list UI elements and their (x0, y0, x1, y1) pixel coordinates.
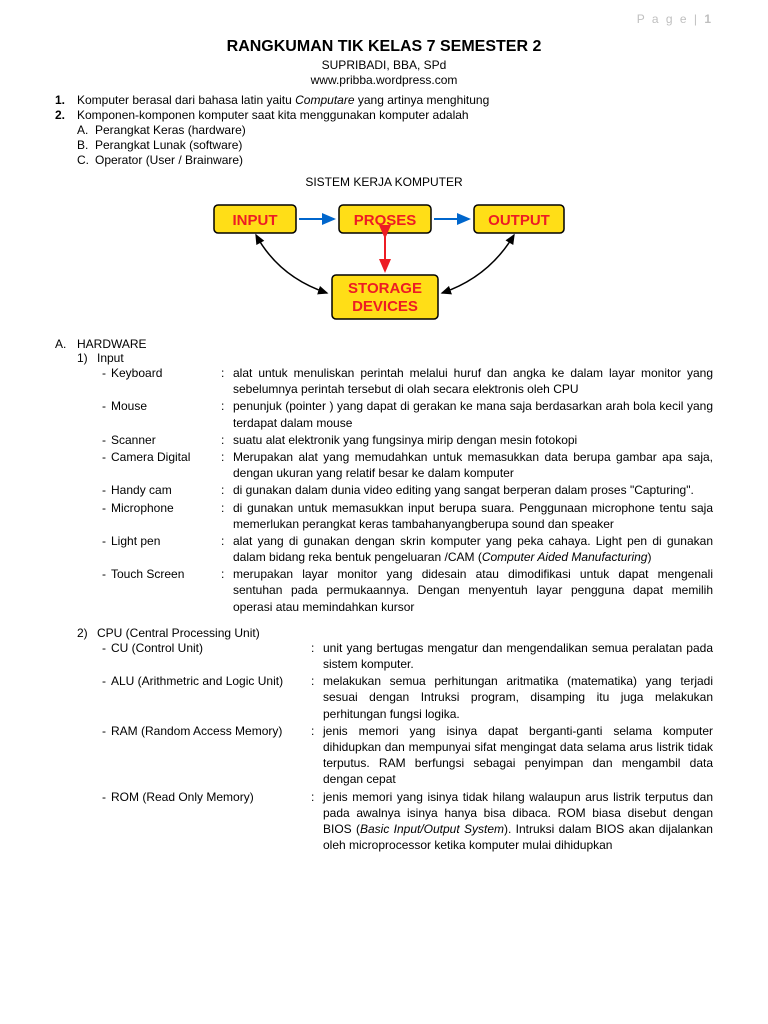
term: Camera Digital (111, 449, 221, 481)
term: CU (Control Unit) (111, 640, 311, 672)
definition-row: - Touch Screen : merupakan layar monitor… (55, 566, 713, 615)
input-definitions: -Keyboard:alat untuk menuliskan perintah… (55, 365, 713, 532)
document-title: RANGKUMAN TIK KELAS 7 SEMESTER 2 (55, 38, 713, 56)
description: alat yang di gunakan dengan skrin komput… (233, 533, 713, 565)
description: jenis memori yang isinya tidak hilang wa… (323, 789, 713, 854)
list-item-1: 1. Komputer berasal dari bahasa latin ya… (55, 93, 713, 107)
description: Merupakan alat yang memudahkan untuk mem… (233, 449, 713, 481)
cpu-definitions: -CU (Control Unit):unit yang bertugas me… (55, 640, 713, 788)
definition-row: -Camera Digital:Merupakan alat yang memu… (55, 449, 713, 481)
section-title: SISTEM KERJA KOMPUTER (55, 175, 713, 189)
list-item-2: 2. Komponen-komponen komputer saat kita … (55, 108, 713, 122)
definition-row: - Light pen : alat yang di gunakan denga… (55, 533, 713, 565)
definition-row: -Scanner:suatu alat elektronik yang fung… (55, 432, 713, 448)
page-number: P a g e | 1 (637, 12, 713, 26)
definition-row: - ROM (Read Only Memory) : jenis memori … (55, 789, 713, 854)
cpu-subsection: 2) CPU (Central Processing Unit) (55, 626, 713, 640)
definition-row: -RAM (Random Access Memory):jenis memori… (55, 723, 713, 788)
description: penunjuk (pointer ) yang dapat di geraka… (233, 398, 713, 430)
term: Keyboard (111, 365, 221, 397)
term: Microphone (111, 500, 221, 532)
author: SUPRIBADI, BBA, SPd (55, 58, 713, 72)
description: melakukan semua perhitungan aritmatika (… (323, 673, 713, 722)
item-text: Komponen-komponen komputer saat kita men… (77, 108, 713, 122)
website-url: www.pribba.wordpress.com (55, 73, 713, 87)
diagram-output-label: OUTPUT (488, 212, 550, 229)
diagram-input-label: INPUT (233, 212, 278, 229)
term: Touch Screen (111, 566, 221, 615)
term: Scanner (111, 432, 221, 448)
term: Light pen (111, 533, 221, 565)
list-item: B.Perangkat Lunak (software) (77, 138, 713, 152)
diagram-storage-label-2: DEVICES (352, 298, 418, 315)
definition-row: -Handy cam:di gunakan dalam dunia video … (55, 482, 713, 498)
description: jenis memori yang isinya dapat berganti-… (323, 723, 713, 788)
list-item: A.Perangkat Keras (hardware) (77, 123, 713, 137)
term: RAM (Random Access Memory) (111, 723, 311, 788)
term: ALU (Arithmetric and Logic Unit) (111, 673, 311, 722)
component-sublist: A.Perangkat Keras (hardware) B.Perangkat… (55, 123, 713, 167)
list-item: C.Operator (User / Brainware) (77, 153, 713, 167)
item-number: 2. (55, 108, 77, 122)
description: suatu alat elektronik yang fungsinya mir… (233, 432, 713, 448)
term: ROM (Read Only Memory) (111, 789, 311, 854)
item-text: Komputer berasal dari bahasa latin yaitu… (77, 93, 713, 107)
definition-row: -ALU (Arithmetric and Logic Unit):melaku… (55, 673, 713, 722)
description: di gunakan dalam dunia video editing yan… (233, 482, 713, 498)
description: alat untuk menuliskan perintah melalui h… (233, 365, 713, 397)
term: Handy cam (111, 482, 221, 498)
definition-row: -Keyboard:alat untuk menuliskan perintah… (55, 365, 713, 397)
definition-row: -Mouse:penunjuk (pointer ) yang dapat di… (55, 398, 713, 430)
item-number: 1. (55, 93, 77, 107)
page-number-value: 1 (704, 12, 713, 26)
description: unit yang bertugas mengatur dan mengenda… (323, 640, 713, 672)
hardware-section: A. HARDWARE (55, 337, 713, 351)
description: merupakan layar monitor yang didesain at… (233, 566, 713, 615)
section-label: HARDWARE (77, 337, 147, 351)
diagram-storage-label-1: STORAGE (348, 280, 422, 297)
numbered-list: 1. Komputer berasal dari bahasa latin ya… (55, 93, 713, 167)
page-label-text: P a g e | (637, 12, 705, 26)
section-letter: A. (55, 337, 77, 351)
definition-row: -Microphone:di gunakan untuk memasukkan … (55, 500, 713, 532)
system-diagram: INPUT PROSES OUTPUT STORAGE DEVICES (55, 197, 713, 327)
input-subsection: 1) Input (55, 351, 713, 365)
diagram-proses-label: PROSES (354, 212, 417, 229)
term: Mouse (111, 398, 221, 430)
description: di gunakan untuk memasukkan input berupa… (233, 500, 713, 532)
definition-row: -CU (Control Unit):unit yang bertugas me… (55, 640, 713, 672)
